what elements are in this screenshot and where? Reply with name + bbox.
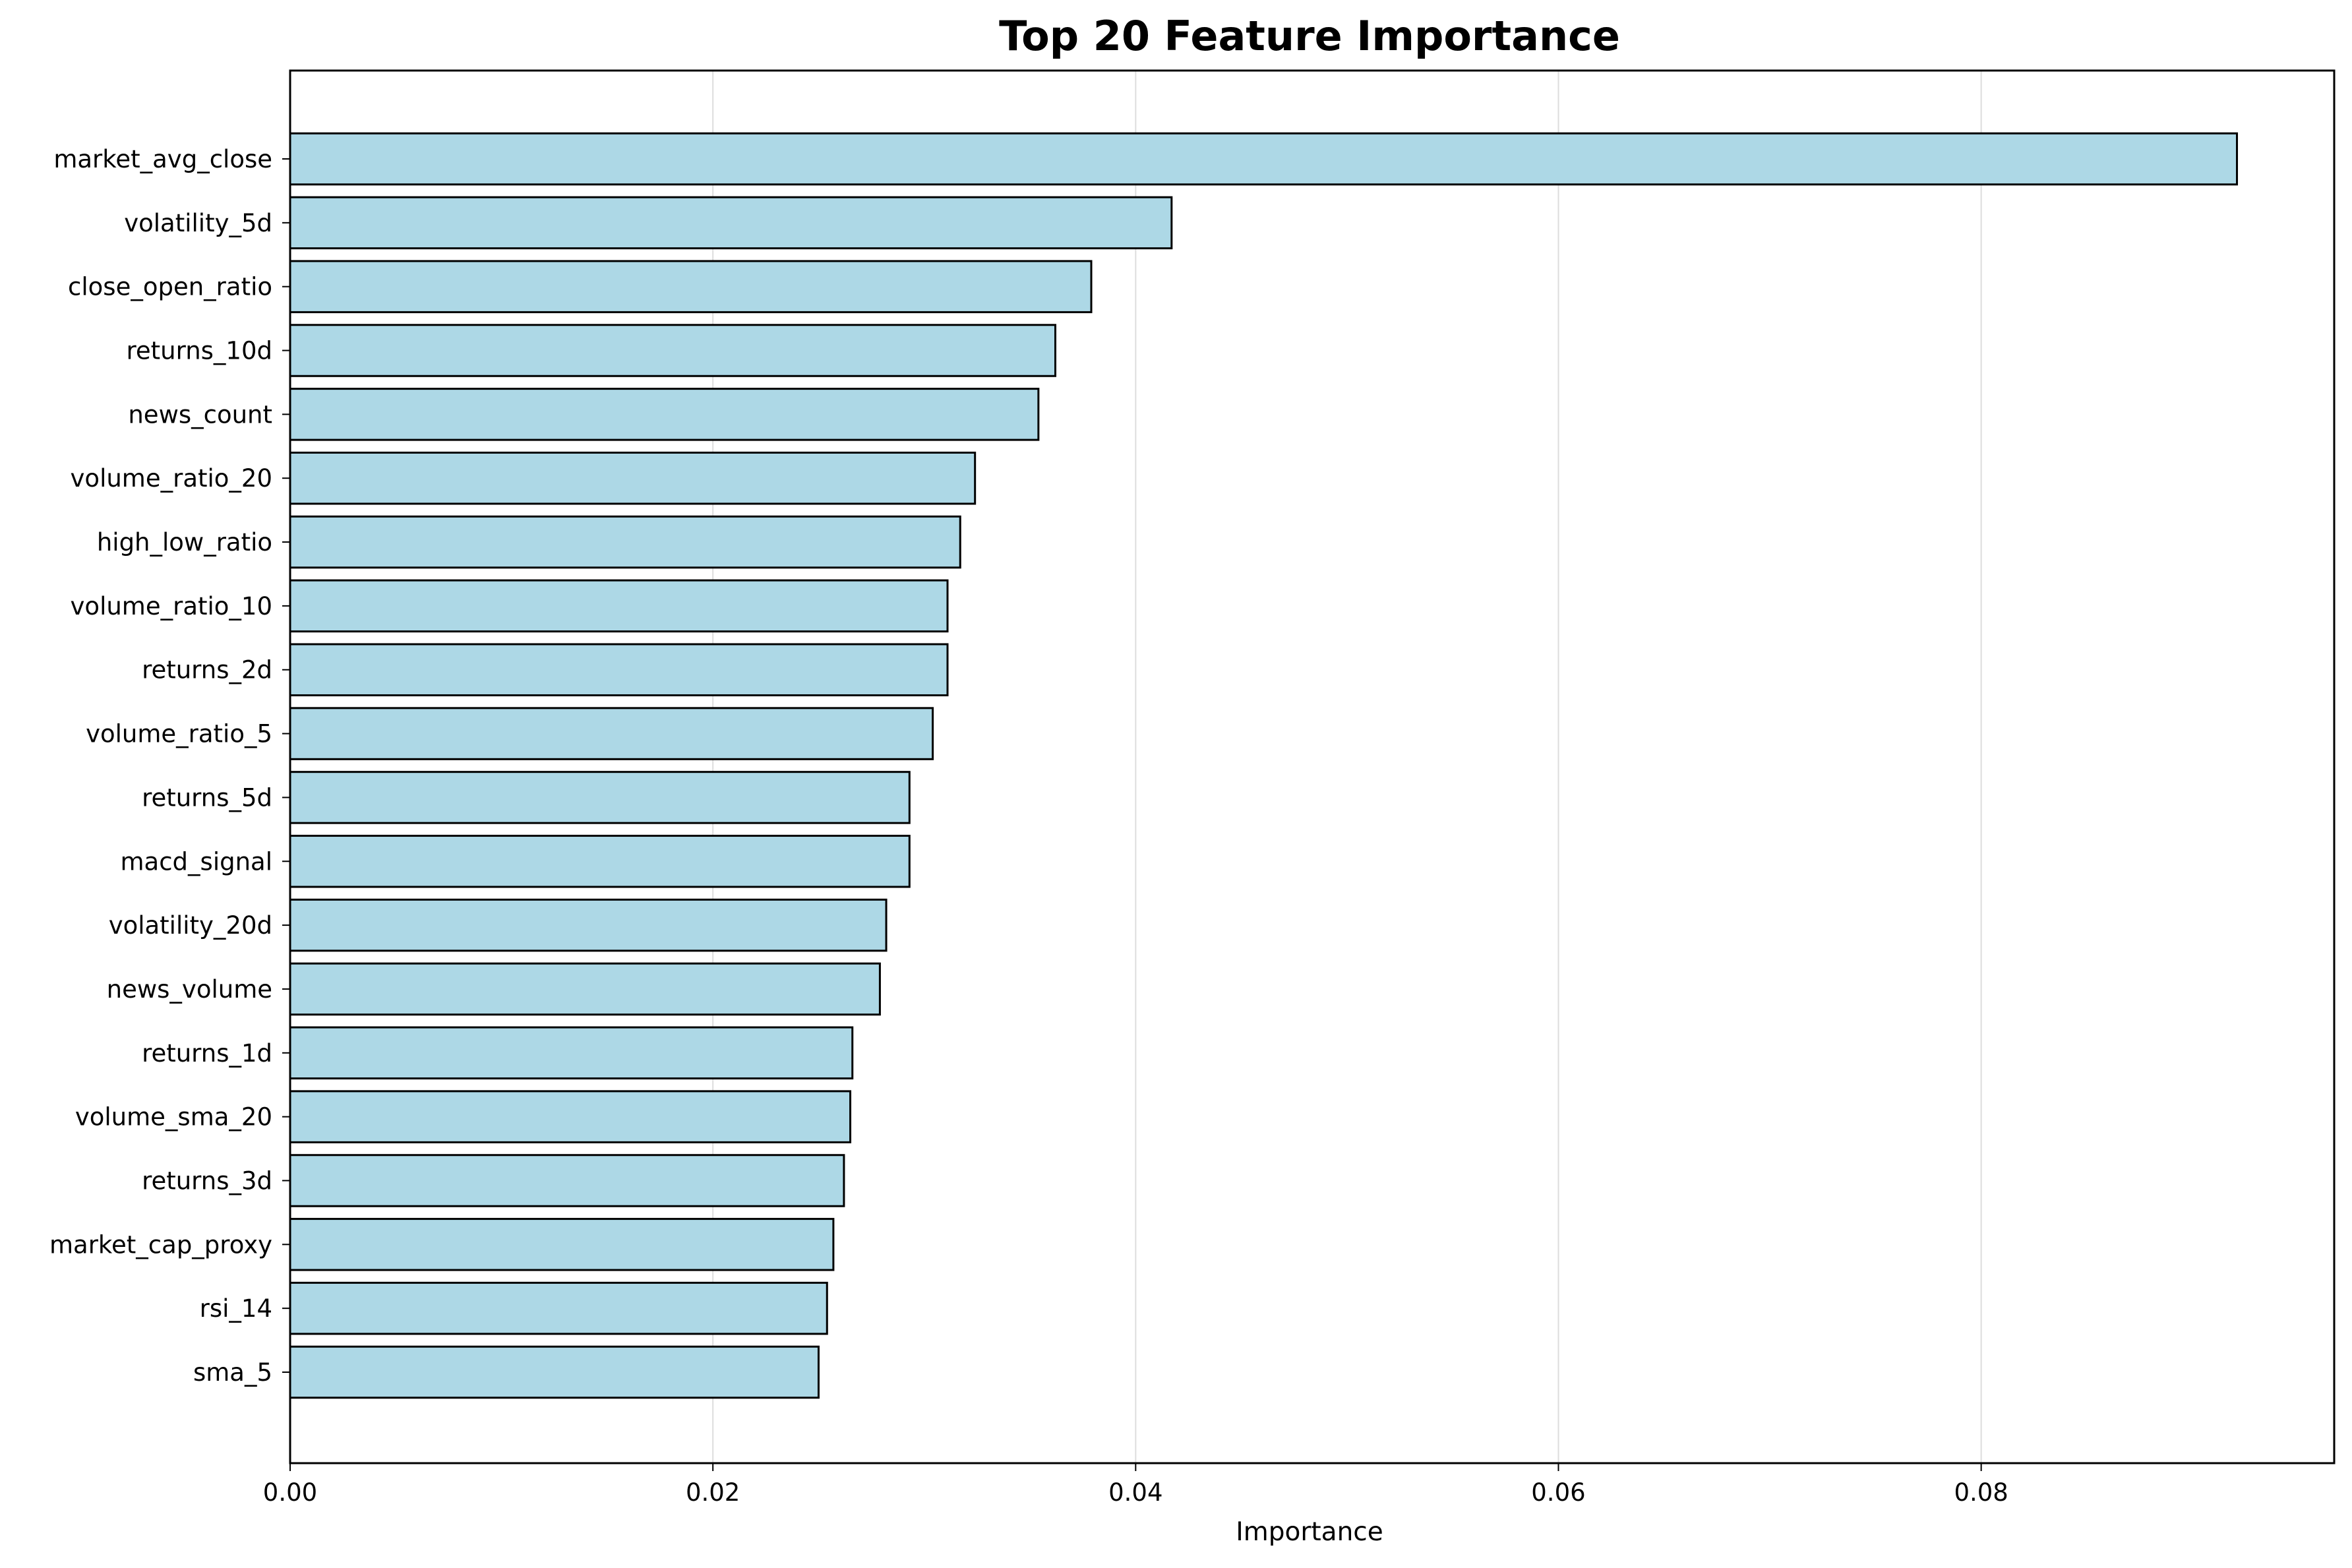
bar-volume_ratio_10 [289,579,949,633]
bar-returns_2d [289,643,949,696]
y-tick-label: returns_5d [142,783,272,812]
bar-news_count [289,388,1040,441]
bar-macd_signal [289,835,911,888]
x-axis-ticks: 0.00 0.02 0.04 0.06 0.08 [263,1463,2008,1507]
x-tick-label: 0.08 [1954,1478,2008,1507]
bar-volume_sma_20 [289,1090,852,1143]
y-tick-label: volume_ratio_5 [86,720,272,748]
y-tick-label: volume_ratio_10 [71,592,272,620]
bar-news_volume [289,962,881,1016]
y-tick-label: returns_1d [142,1039,272,1068]
bar-volume_ratio_20 [289,451,977,505]
y-tick-label: volume_sma_20 [75,1103,272,1131]
y-tick-label: close_open_ratio [68,273,272,301]
y-tick-label: volatility_5d [124,209,272,237]
x-tick-label: 0.00 [263,1478,317,1507]
bar-market_cap_proxy [289,1218,835,1271]
x-axis-label: Importance [1236,1517,1383,1547]
bar-close_open_ratio [289,260,1093,313]
x-tick-label: 0.02 [686,1478,740,1507]
x-tick-label: 0.06 [1531,1478,1585,1507]
y-tick-label: high_low_ratio [97,528,272,557]
bar-high_low_ratio [289,515,961,569]
plot-frame [289,69,2336,1464]
y-tick-label: volatility_20d [109,911,272,940]
y-tick-label: returns_10d [127,337,272,365]
y-tick-label: market_avg_close [53,145,272,173]
y-tick-label: news_volume [107,975,272,1004]
y-tick-label: news_count [128,400,272,429]
bar-returns_5d [289,771,911,824]
bar-volatility_5d [289,196,1173,250]
bar-returns_1d [289,1026,854,1080]
y-tick-label: rsi_14 [200,1294,272,1323]
bar-returns_10d [289,324,1056,377]
x-tick-label: 0.04 [1108,1478,1162,1507]
y-tick-label: sma_5 [193,1358,272,1387]
y-tick-label: macd_signal [121,847,273,876]
y-tick-label: volume_ratio_20 [71,464,272,493]
bar-rsi_14 [289,1281,828,1335]
bar-volatility_20d [289,898,888,952]
bar-market_avg_close [289,132,2239,186]
y-axis-ticks: market_avg_close volatility_5d close_open_… [49,145,290,1387]
bar-sma_5 [289,1345,820,1399]
y-tick-label: returns_2d [142,656,272,684]
chart-title: Top 20 Feature Importance [999,12,1620,60]
y-tick-label: market_cap_proxy [49,1230,272,1259]
y-tick-label: returns_3d [142,1166,272,1195]
bar-returns_3d [289,1154,845,1207]
bar-volume_ratio_5 [289,707,934,760]
bars [289,132,2239,1399]
